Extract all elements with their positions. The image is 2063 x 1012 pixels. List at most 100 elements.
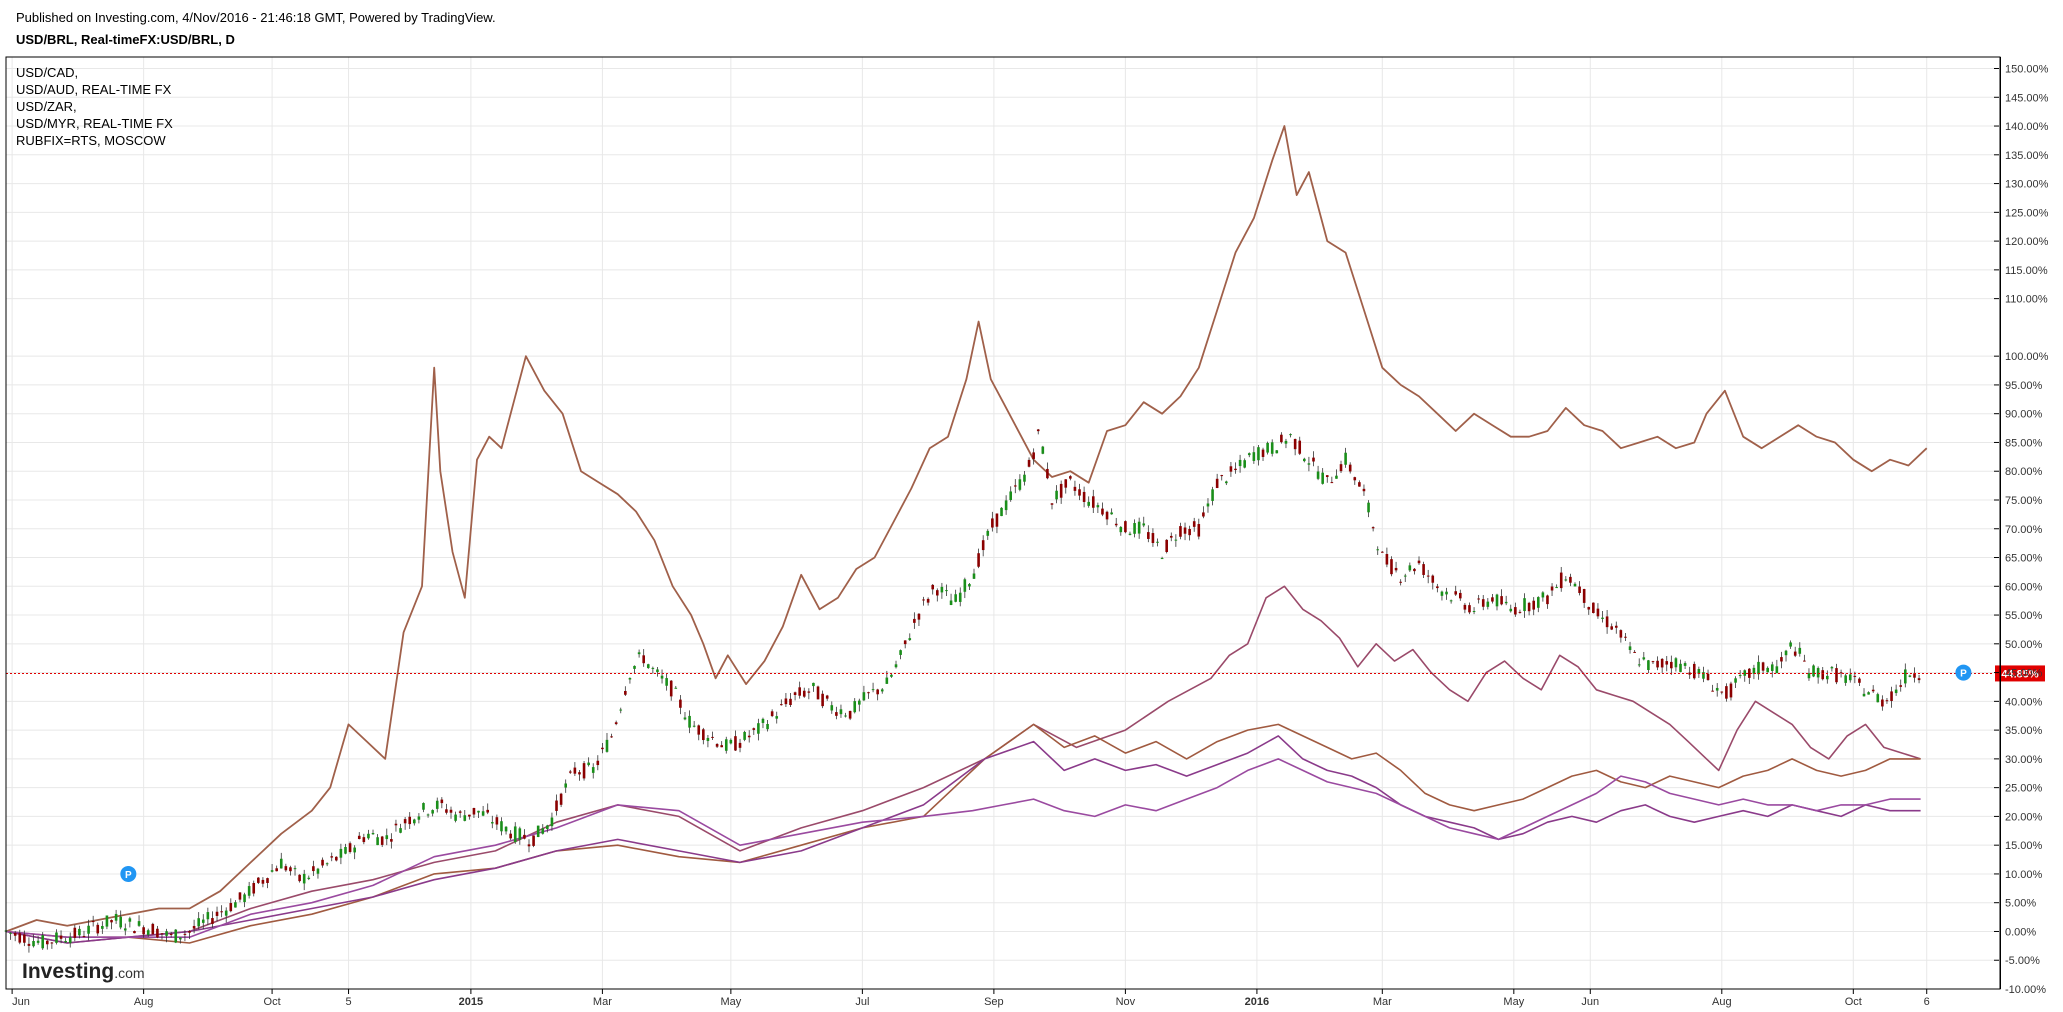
candlestick-series: [4, 428, 1921, 953]
candle-body: [1436, 586, 1439, 589]
candle-body: [55, 932, 58, 943]
candle-body: [408, 816, 412, 825]
price-scale[interactable]: -10.00% -5.00% 0.00% 5.00% 10.00% 15.00% 20.00…: [1994, 64, 2049, 996]
candle-body: [1495, 594, 1499, 607]
candle-body: [1761, 662, 1765, 671]
markers[interactable]: PP: [120, 664, 1972, 882]
candle-body: [1885, 700, 1889, 702]
candle-body: [128, 918, 132, 922]
marker-circle: [1955, 664, 1972, 681]
candle-body: [1004, 500, 1008, 511]
candle-body: [119, 916, 122, 928]
candle-body: [1344, 452, 1347, 465]
marker-badge[interactable]: P: [120, 865, 137, 882]
candle-body: [1715, 687, 1719, 691]
candle-body: [1069, 476, 1072, 479]
price-label-bg: [1995, 665, 2045, 682]
candle-body: [1812, 665, 1815, 677]
x-tick-label: Aug: [1712, 996, 1732, 1008]
candle-body: [830, 705, 834, 711]
candle-body: [1408, 565, 1412, 571]
candle-body: [761, 718, 765, 723]
candle-body: [1289, 434, 1292, 436]
candle-body: [972, 573, 976, 579]
candle-body: [633, 665, 636, 669]
candle-body: [353, 847, 356, 853]
y-tick-label: 115.00%: [2005, 265, 2048, 277]
candle-body: [835, 712, 838, 716]
candle-body: [715, 743, 719, 747]
candle-body: [1041, 446, 1045, 454]
candle-body: [628, 678, 632, 680]
candle-body: [1243, 460, 1246, 468]
y-tick-label: 60.00%: [2005, 581, 2043, 593]
candle-body: [743, 731, 746, 740]
candle-body: [1853, 675, 1857, 677]
candle-body: [394, 823, 398, 826]
candle-body: [1867, 692, 1870, 695]
candle-body: [371, 832, 375, 835]
candle-body: [160, 933, 164, 935]
y-tick-label: 95.00%: [2005, 380, 2043, 392]
candle-body: [495, 817, 499, 825]
y-tick-label: 25.00%: [2005, 783, 2043, 795]
candle-body: [477, 810, 480, 813]
candle-body: [656, 669, 659, 673]
price-label: 44.85%: [2001, 668, 2039, 680]
candle-body: [807, 691, 811, 693]
published-caption: Published on Investing.com, 4/Nov/2016 -…: [16, 10, 496, 25]
candle-body: [559, 793, 563, 805]
candle-body: [1307, 463, 1311, 465]
candle-body: [1766, 667, 1769, 673]
candle-body: [1128, 533, 1132, 535]
y-tick-label: 70.00%: [2005, 524, 2043, 536]
candle-body: [206, 912, 210, 920]
candle-body: [1449, 600, 1453, 602]
candle-body: [1633, 651, 1636, 653]
y-tick-label: -10.00%: [2005, 984, 2046, 996]
candle-body: [275, 868, 278, 872]
candle-body: [279, 858, 283, 869]
candle-body: [1518, 611, 1522, 613]
candle-body: [284, 866, 288, 871]
x-tick-label: Aug: [134, 996, 154, 1008]
candle-body: [73, 927, 77, 938]
series-line: [5, 758, 1921, 938]
candle-body: [1215, 478, 1219, 489]
candle-body: [1610, 626, 1613, 630]
candle-body: [890, 674, 893, 677]
candle-body: [1913, 673, 1916, 678]
candle-body: [1371, 527, 1375, 529]
candle-body: [1757, 661, 1760, 675]
candle-body: [1688, 672, 1691, 675]
candle-body: [266, 878, 269, 883]
current-price-line: 44.85%: [6, 665, 2045, 682]
candle-body: [614, 722, 618, 725]
candle-body: [1569, 576, 1572, 583]
candle-body: [1862, 693, 1866, 697]
candle-body: [137, 921, 141, 926]
candle-body: [679, 699, 682, 708]
candle-body: [1325, 475, 1329, 478]
time-scale[interactable]: Jun Aug Oct 5 2015 Mar May Jul Sep Nov 2016 Mar May J…: [11, 989, 1930, 1008]
candle-body: [1046, 468, 1049, 479]
candle-body: [1220, 475, 1224, 477]
candle-body: [578, 772, 581, 775]
candle-body: [564, 783, 567, 788]
candle-body: [1270, 442, 1274, 454]
y-tick-label: 15.00%: [2005, 840, 2043, 852]
y-tick-label: 110.00%: [2005, 294, 2048, 306]
candle-body: [1335, 475, 1338, 479]
x-tick-label: Nov: [1116, 996, 1136, 1008]
y-tick-label: 80.00%: [2005, 466, 2043, 478]
marker-badge[interactable]: P: [1955, 664, 1972, 681]
candle-body: [348, 843, 352, 852]
candle-body: [1413, 568, 1416, 572]
candle-body: [490, 822, 494, 824]
candle-body: [862, 692, 866, 701]
candle-body: [1234, 468, 1237, 471]
candle-body: [812, 682, 815, 687]
candle-body: [367, 833, 370, 839]
candle-body: [816, 686, 820, 700]
